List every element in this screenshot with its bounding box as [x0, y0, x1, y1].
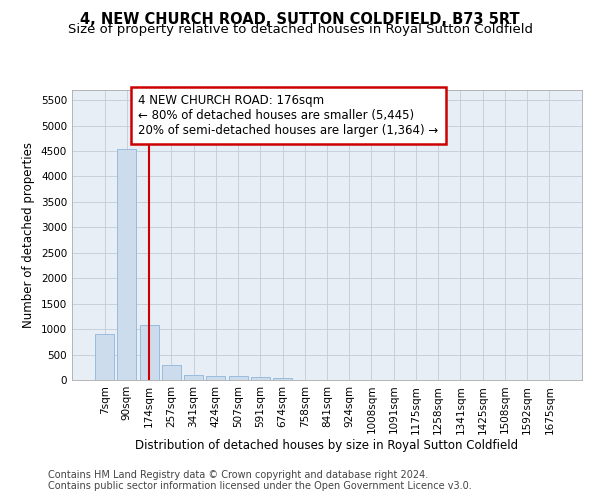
Bar: [95, 334, 114, 380]
Text: Contains HM Land Registry data © Crown copyright and database right 2024.: Contains HM Land Registry data © Crown c…: [48, 470, 428, 480]
Bar: [140, 326, 158, 380]
Bar: [229, 376, 248, 380]
Bar: [162, 365, 181, 380]
Text: Size of property relative to detached houses in Royal Sutton Coldfield: Size of property relative to detached ho…: [67, 24, 533, 36]
Bar: [118, 148, 136, 380]
Bar: [251, 378, 270, 380]
Text: Contains public sector information licensed under the Open Government Licence v3: Contains public sector information licen…: [48, 481, 472, 491]
X-axis label: Distribution of detached houses by size in Royal Sutton Coldfield: Distribution of detached houses by size …: [136, 439, 518, 452]
Y-axis label: Number of detached properties: Number of detached properties: [22, 142, 35, 328]
Bar: [273, 378, 292, 380]
Bar: [206, 376, 225, 380]
Bar: [184, 376, 203, 380]
Text: 4, NEW CHURCH ROAD, SUTTON COLDFIELD, B73 5RT: 4, NEW CHURCH ROAD, SUTTON COLDFIELD, B7…: [80, 12, 520, 28]
Text: 4 NEW CHURCH ROAD: 176sqm
← 80% of detached houses are smaller (5,445)
20% of se: 4 NEW CHURCH ROAD: 176sqm ← 80% of detac…: [139, 94, 439, 138]
